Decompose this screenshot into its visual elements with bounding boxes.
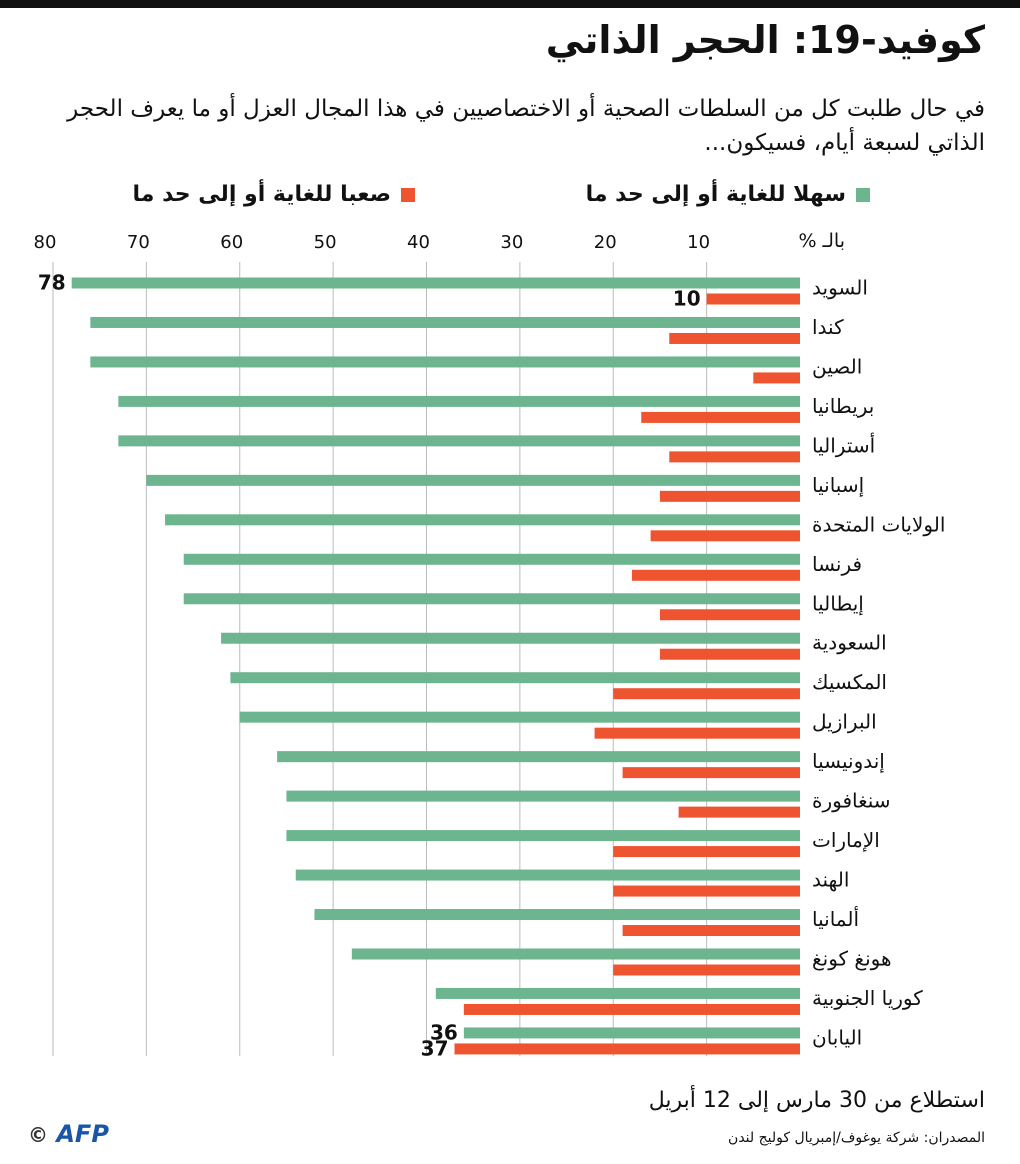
bar (118, 395, 801, 407)
bar (613, 885, 800, 897)
bar (118, 435, 801, 447)
category-label: المكسيك (812, 670, 887, 694)
bar (90, 316, 801, 328)
bar (71, 277, 801, 289)
bar (463, 1003, 800, 1015)
bar (435, 987, 800, 999)
bar (239, 711, 800, 723)
category-label: أستراليا (812, 432, 875, 457)
category-label: الإمارات (812, 828, 880, 852)
x-tick-label: 20 (594, 232, 617, 253)
legend-label: صعبا للغاية أو إلى حد ما (132, 182, 391, 207)
category-label: ألمانيا (812, 906, 859, 931)
bar (669, 332, 800, 344)
bar (221, 632, 800, 644)
category-label: إيطاليا (812, 591, 864, 616)
bar (678, 806, 800, 818)
data-label: 36 (430, 1020, 458, 1044)
category-label: فرنسا (812, 552, 862, 576)
category-label: السويد (812, 276, 868, 300)
category-label: كوريا الجنوبية (812, 986, 923, 1010)
category-label: كندا (812, 315, 844, 339)
copyright: © (28, 1123, 48, 1147)
x-tick-label: 40 (407, 232, 430, 253)
credit-logo: © AFP (28, 1120, 109, 1148)
bar (622, 767, 800, 779)
x-tick-label: 80 (34, 232, 57, 253)
bar (463, 1027, 800, 1039)
bar (286, 790, 800, 802)
bar (641, 411, 800, 423)
x-tick-label: 30 (500, 232, 523, 253)
bar (594, 727, 800, 739)
bar (706, 293, 800, 305)
legend-item: سهلا للغاية أو إلى حد ما (586, 182, 870, 207)
bar (659, 648, 800, 660)
x-tick-label: 60 (220, 232, 243, 253)
top-bar (0, 0, 1020, 8)
x-tick-label: 10 (687, 232, 710, 253)
category-label: الصين (812, 354, 862, 378)
data-label: 37 (421, 1036, 449, 1060)
bar (183, 593, 801, 605)
category-label: إسبانيا (812, 473, 864, 498)
category-label: بريطانيا (812, 394, 874, 418)
bar (277, 751, 801, 763)
bar (230, 672, 801, 684)
bar (90, 356, 801, 368)
bar (314, 909, 800, 921)
bar (613, 688, 800, 700)
note: استطلاع من 30 مارس إلى 12 أبريل (648, 1088, 985, 1113)
category-label: البرازيل (812, 710, 877, 734)
chart-subtitle: في حال طلبت كل من السلطات الصحية أو الاخ… (67, 96, 985, 156)
legend-label: سهلا للغاية أو إلى حد ما (585, 182, 846, 207)
category-label: اليابان (812, 1025, 862, 1049)
x-tick-label: 50 (314, 232, 337, 253)
axis-label: بالـ % (798, 230, 845, 252)
bar (659, 490, 800, 502)
bar (351, 948, 800, 960)
bar (669, 451, 800, 463)
bar (753, 372, 800, 384)
bar (659, 609, 800, 621)
bar (650, 530, 800, 542)
bar (295, 869, 800, 881)
legend-swatch (401, 188, 415, 202)
category-label: السعودية (812, 631, 887, 655)
bar (613, 846, 800, 858)
bar (165, 514, 801, 526)
category-label: الهند (812, 868, 849, 892)
data-label: 10 (673, 287, 701, 311)
source: المصدران: شركة يوغوف/إمبريال كوليج لندن (728, 1130, 985, 1146)
bar (622, 925, 800, 937)
x-tick-label: 70 (127, 232, 150, 253)
bar (454, 1043, 800, 1055)
category-label: هونغ كونغ (812, 946, 892, 970)
category-label: الولايات المتحدة (812, 512, 945, 536)
legend-item: صعبا للغاية أو إلى حد ما (133, 182, 415, 207)
data-label: 78 (38, 271, 66, 295)
legend-swatch (856, 188, 870, 202)
credit: AFP (56, 1120, 109, 1148)
bar (631, 569, 800, 581)
bar (183, 553, 801, 565)
category-label: إندونيسيا (812, 749, 885, 774)
chart-title: كوفيد-19: الحجر الذاتي (545, 18, 985, 62)
category-label: سنغافورة (812, 789, 891, 813)
bar (613, 964, 800, 976)
bar (146, 474, 800, 486)
bar (286, 830, 800, 842)
